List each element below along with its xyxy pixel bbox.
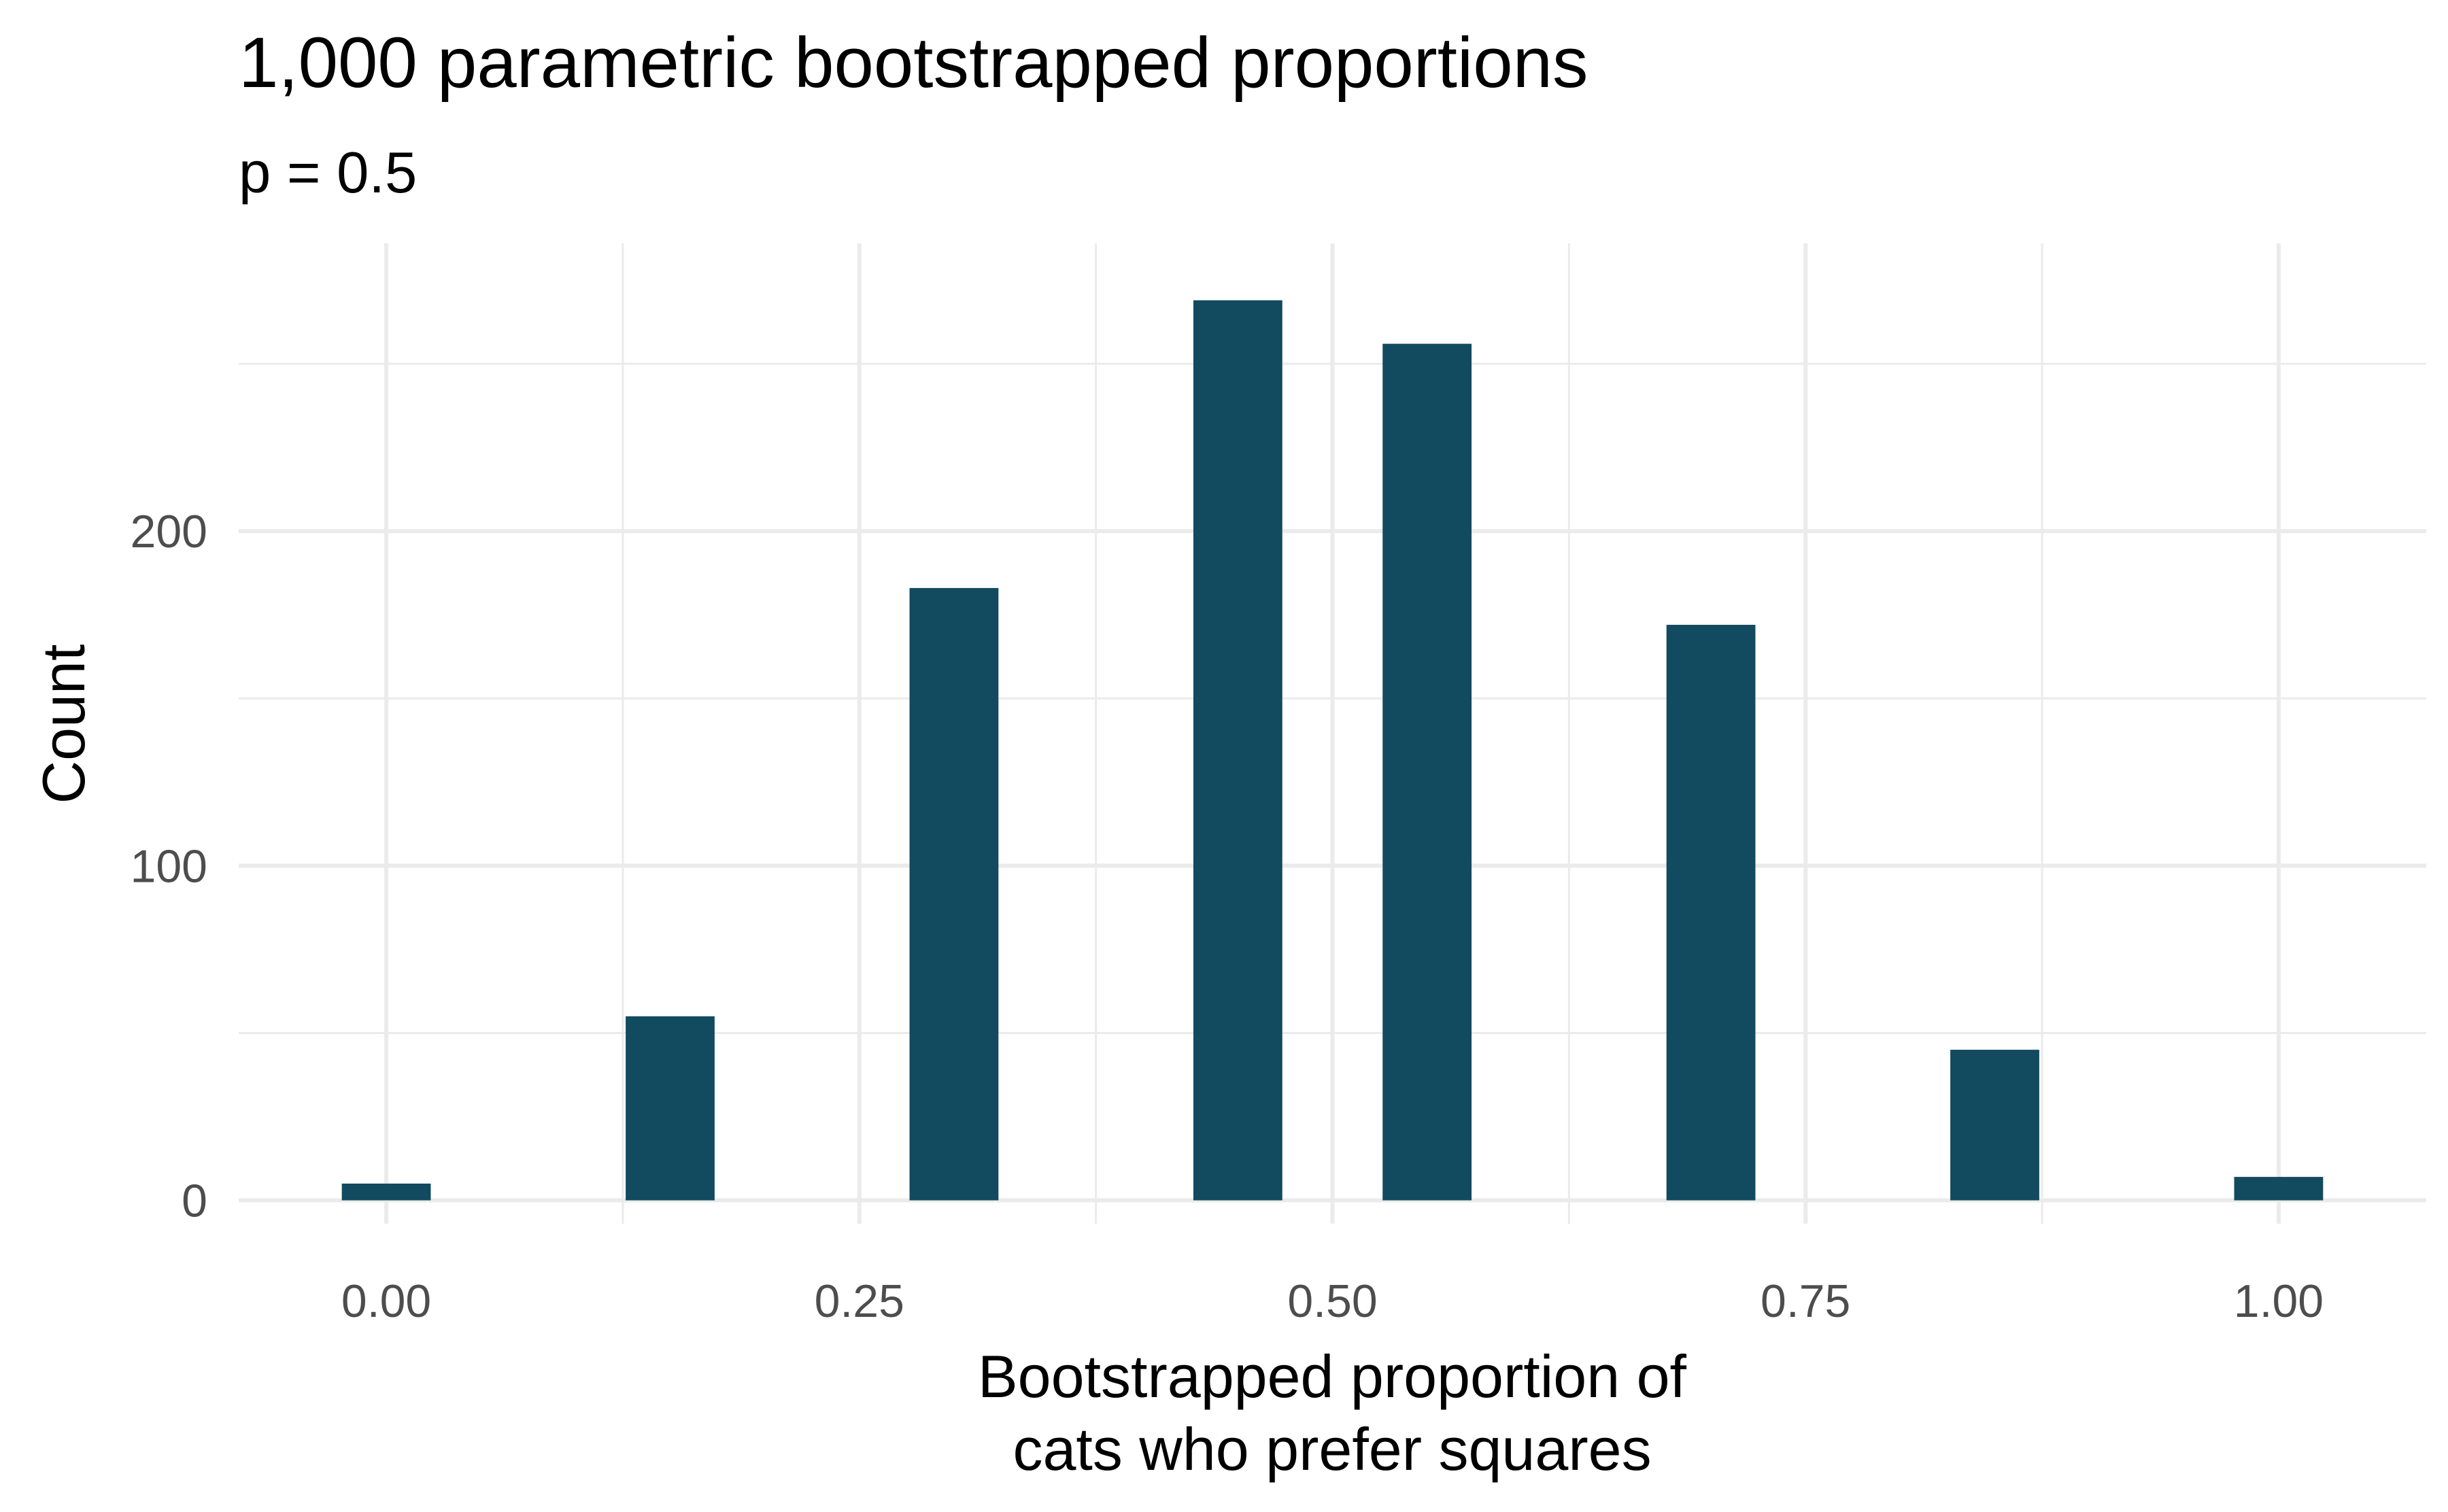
tick-labels-layer: 0.00 0.25 0.50 0.75 1.00 0 100 200 (131, 506, 2324, 1327)
y-tick-label: 200 (131, 506, 207, 557)
x-axis-title-line-2: cats who prefer squares (1013, 1415, 1651, 1483)
histogram-bar (1193, 300, 1282, 1201)
chart-subtitle: p = 0.5 (239, 141, 417, 205)
bars-layer (341, 300, 2324, 1201)
x-tick-label: 0.75 (1761, 1275, 1850, 1327)
x-tick-label: 1.00 (2234, 1275, 2324, 1327)
histogram-bar (1950, 1050, 2039, 1201)
histogram-bar (1666, 625, 1756, 1201)
x-axis-title-line-1: Bootstrapped proportion of (978, 1343, 1687, 1410)
x-tick-label: 0.00 (341, 1275, 431, 1327)
histogram-bar (626, 1016, 715, 1201)
histogram-bar (1382, 343, 1472, 1201)
y-tick-label: 0 (182, 1175, 207, 1227)
y-tick-label: 100 (131, 840, 207, 892)
y-axis-title: Count (30, 645, 97, 804)
histogram-bar (2234, 1177, 2324, 1201)
histogram-bar (909, 587, 999, 1201)
x-tick-label: 0.25 (815, 1275, 904, 1327)
x-tick-label: 0.50 (1287, 1275, 1377, 1327)
chart-title: 1,000 parametric bootstrapped proportion… (239, 23, 1588, 103)
histogram-bar (341, 1183, 431, 1201)
grid-layer (239, 243, 2426, 1224)
